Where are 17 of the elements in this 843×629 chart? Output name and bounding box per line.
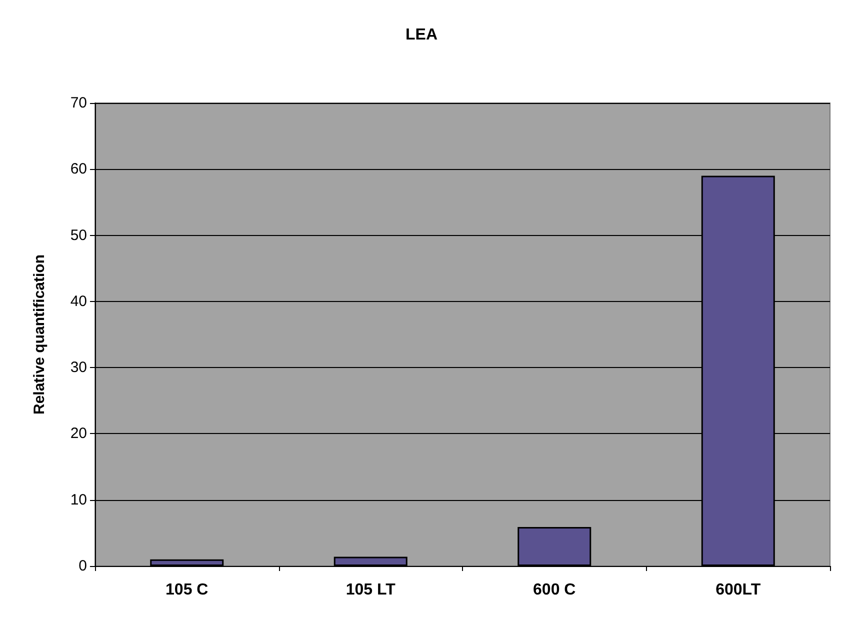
bar [150,559,224,566]
y-axis-title: Relative quantification [31,254,48,415]
x-tick-label: 105 LT [346,582,396,598]
bar [334,556,408,566]
x-tick-label: 600LT [716,582,761,598]
y-tick-label: 30 [70,359,87,376]
y-tick-label: 0 [78,558,87,574]
x-tick-label: 600 C [533,582,576,598]
y-tick-label: 10 [70,491,87,508]
chart-title: LEA [406,26,438,44]
bar [518,526,592,566]
x-tick-label: 105 C [166,582,209,598]
y-tick-label: 40 [70,292,87,310]
y-tick-label: 60 [70,160,87,178]
y-tick-label: 20 [70,425,87,442]
y-tick-label: 70 [70,94,87,112]
y-tick-label: 50 [70,226,87,244]
